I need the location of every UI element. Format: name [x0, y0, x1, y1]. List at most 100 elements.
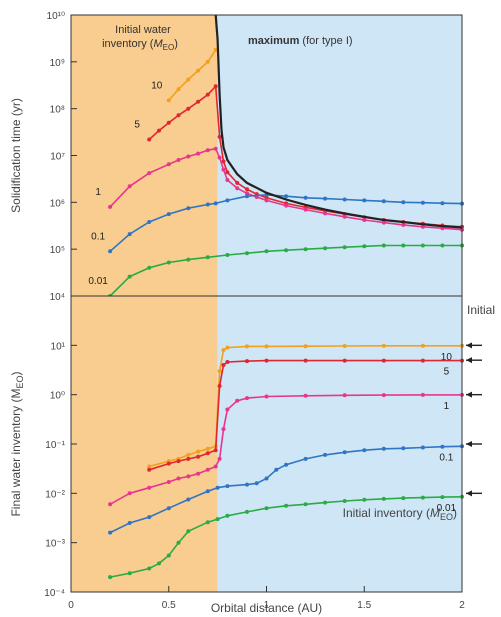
point-1: [128, 184, 132, 188]
point-5: [265, 359, 269, 363]
legend-unit-m: M: [430, 506, 440, 520]
series-label-1: 1: [444, 401, 450, 412]
point-1: [421, 393, 425, 397]
point-10: [206, 447, 210, 451]
point-10: [218, 369, 222, 373]
point-0p1: [362, 198, 366, 202]
y-tick-label: 10⁻²: [45, 489, 65, 500]
point-1: [147, 171, 151, 175]
point-0p1: [323, 453, 327, 457]
point-0p01: [147, 266, 151, 270]
point-0p1: [343, 450, 347, 454]
point-10: [265, 344, 269, 348]
point-5: [245, 187, 249, 191]
point-0p1: [108, 249, 112, 253]
bottom-ylabel-sub: EO: [15, 375, 25, 388]
point-1: [196, 472, 200, 476]
x-tick-label: 2: [459, 600, 465, 611]
point-0p01: [265, 506, 269, 510]
y-tick-label: 10⁻³: [45, 539, 65, 550]
bottom-ylabel-close: ): [9, 371, 23, 375]
point-0p1: [167, 506, 171, 510]
point-1: [225, 178, 229, 182]
point-0p1: [225, 198, 229, 202]
point-1: [235, 399, 239, 403]
point-0p01: [186, 529, 190, 533]
point-0p01: [186, 258, 190, 262]
top-panel: 10 5 1 0.1 0.01 10⁴ 10⁵ 10⁶ 10⁷ 10⁸ 10⁹ 10¹⁰ Solid…: [9, 11, 464, 303]
series-label-1: 1: [95, 187, 101, 198]
point-5: [186, 457, 190, 461]
point-0p01: [147, 567, 151, 571]
series-label-5: 5: [134, 119, 140, 130]
point-1: [323, 211, 327, 215]
y-tick-label: 10⁻¹: [45, 440, 65, 451]
point-1: [186, 474, 190, 478]
top-icy-region: [218, 15, 462, 296]
point-0p1: [255, 481, 259, 485]
point-0p01: [323, 501, 327, 505]
series-label-0p01: 0.01: [88, 276, 108, 287]
point-10: [421, 344, 425, 348]
legend-text: Initial inventory (: [343, 506, 430, 520]
point-1: [177, 158, 181, 162]
point-10: [382, 344, 386, 348]
point-5: [167, 121, 171, 125]
inventory-close: ): [174, 38, 178, 50]
point-0p01: [382, 497, 386, 501]
point-5: [147, 138, 151, 142]
point-1: [186, 155, 190, 159]
inventory-text: inventory (: [102, 38, 154, 50]
point-0p1: [167, 212, 171, 216]
y-tick-label: 10⁴: [50, 292, 65, 303]
point-10: [222, 348, 226, 352]
point-1: [284, 204, 288, 208]
point-1: [177, 477, 181, 481]
x-tick-label: 1.5: [357, 600, 371, 611]
initial-inventory-legend: Initial inventory (MEO): [343, 506, 457, 522]
point-0p1: [362, 448, 366, 452]
point-0p01: [382, 244, 386, 248]
point-5: [382, 359, 386, 363]
point-5: [157, 129, 161, 133]
y-tick-label: 10⁵: [50, 245, 65, 256]
point-1: [214, 465, 218, 469]
legend-unit-sub: EO: [440, 512, 453, 522]
point-0p1: [304, 196, 308, 200]
point-1: [401, 223, 405, 227]
point-0p01: [343, 245, 347, 249]
point-0p01: [440, 244, 444, 248]
top-rocky-region: [71, 15, 218, 296]
point-0p01: [304, 502, 308, 506]
point-0p1: [440, 445, 444, 449]
series-label-0p1: 0.1: [91, 231, 105, 242]
y-tick-label: 10¹: [51, 341, 66, 352]
point-0p01: [401, 244, 405, 248]
point-0p1: [128, 521, 132, 525]
point-5: [177, 459, 181, 463]
inventory-arrow-head: [466, 441, 472, 447]
maximum-bold: maximum: [248, 35, 300, 47]
point-1: [304, 394, 308, 398]
point-1: [222, 168, 226, 172]
point-5: [225, 360, 229, 364]
point-0p1: [245, 483, 249, 487]
point-5: [196, 100, 200, 104]
point-1: [343, 393, 347, 397]
point-0p1: [108, 531, 112, 535]
point-0p1: [343, 198, 347, 202]
inventory-unit-sub: EO: [163, 43, 175, 52]
point-0p01: [167, 554, 171, 558]
point-1: [245, 396, 249, 400]
point-10: [225, 346, 229, 350]
point-1: [343, 215, 347, 219]
x-tick-label: 0: [68, 600, 74, 611]
point-0p01: [362, 244, 366, 248]
point-5: [206, 451, 210, 455]
point-0p01: [128, 275, 132, 279]
point-1: [167, 162, 171, 166]
point-0p1: [304, 457, 308, 461]
point-0p01: [284, 248, 288, 252]
point-0p01: [265, 249, 269, 253]
